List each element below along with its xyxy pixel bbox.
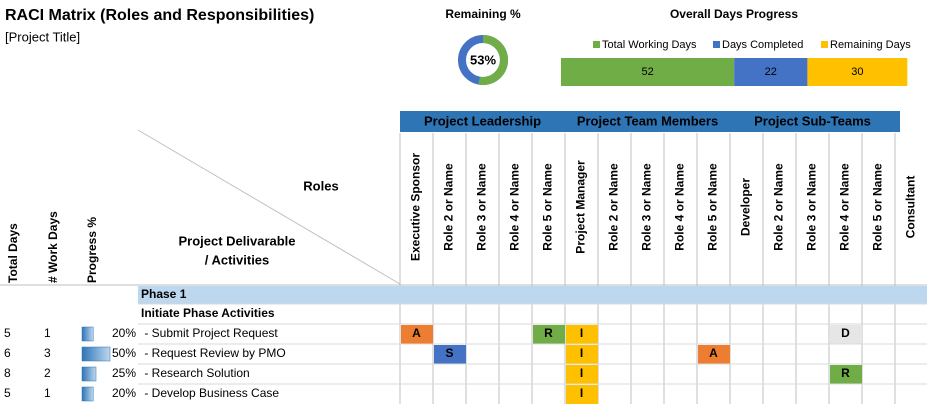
bar-segment — [561, 58, 735, 86]
role-header: Developer — [739, 178, 753, 236]
activity: - Submit Project Request — [141, 326, 278, 340]
raci-letter: D — [841, 326, 850, 340]
work-days: 1 — [44, 326, 51, 340]
legend-label: Days Completed — [722, 39, 803, 51]
raci-cell — [830, 325, 862, 344]
legend-swatch — [593, 41, 600, 48]
raci-cell — [434, 345, 466, 364]
role-header: Role 3 or Name — [805, 163, 819, 251]
raci-cell — [401, 325, 433, 344]
column-header: # Work Days — [46, 211, 60, 283]
raci-cell — [566, 325, 598, 344]
progress-bar — [81, 386, 94, 402]
deliverable-label: Project Delivarable — [178, 233, 295, 248]
raci-letter: I — [580, 346, 583, 360]
role-header: Role 5 or Name — [871, 163, 885, 251]
progress-label: 50% — [112, 346, 136, 360]
legend-label: Total Working Days — [602, 39, 697, 51]
work-days: 2 — [44, 366, 51, 380]
raci-cell — [566, 385, 598, 404]
bar-segment — [734, 58, 808, 86]
activity: - Request Review by PMO — [141, 346, 286, 360]
title: RACI Matrix (Roles and Responsibilities) — [5, 7, 314, 24]
progress-label: 20% — [112, 326, 136, 340]
group-band — [400, 111, 900, 132]
diagonal — [137, 129, 401, 285]
raci-cell — [830, 365, 862, 384]
role-header: Role 4 or Name — [673, 163, 687, 251]
progress-bar — [81, 366, 97, 382]
progress-label: 25% — [112, 366, 136, 380]
role-header: Role 5 or Name — [706, 163, 720, 251]
chart-title: Overall Days Progress — [670, 7, 798, 21]
raci-letter: I — [580, 386, 583, 400]
total-days: 8 — [4, 366, 11, 380]
deliverable-label: / Activities — [205, 252, 270, 267]
raci-letter: R — [544, 326, 553, 340]
raci-letter: A — [412, 326, 421, 340]
bar-value: 52 — [641, 66, 653, 78]
role-header: Consultant — [904, 176, 918, 239]
work-days: 1 — [44, 386, 51, 400]
group-header: Project Sub-Teams — [754, 113, 871, 128]
role-header: Role 2 or Name — [442, 163, 456, 251]
group-header: Project Team Members — [577, 113, 718, 128]
roles-label: Roles — [303, 178, 338, 193]
donut-label: 53% — [470, 52, 496, 67]
raci-letter: I — [580, 366, 583, 380]
legend-label: Remaining Days — [830, 39, 911, 51]
raci-letter: A — [709, 346, 718, 360]
role-header: Role 4 or Name — [838, 163, 852, 251]
group-header: Project Leadership — [424, 113, 541, 128]
legend-swatch — [821, 41, 828, 48]
chart-title: Remaining % — [445, 7, 521, 21]
raci-letter: I — [580, 326, 583, 340]
donut-segment — [478, 35, 509, 86]
column-header: Total Days — [6, 223, 20, 283]
role-header: Executive Sponsor — [409, 153, 423, 261]
raci-letter: S — [445, 346, 453, 360]
total-days: 5 — [4, 326, 11, 340]
column-header: Progress % — [85, 217, 99, 283]
role-header: Role 5 or Name — [541, 163, 555, 251]
legend-swatch — [713, 41, 720, 48]
phase-label: Phase 1 — [141, 287, 187, 301]
phase-band — [138, 286, 927, 304]
raci-letter: R — [841, 366, 850, 380]
bar-segment — [807, 58, 908, 86]
raci-cell — [566, 365, 598, 384]
role-header: Role 4 or Name — [508, 163, 522, 251]
raci-cell — [698, 345, 730, 364]
role-header: Role 3 or Name — [640, 163, 654, 251]
subtitle: [Project Title] — [5, 29, 80, 44]
section-label: Initiate Phase Activities — [141, 306, 275, 320]
role-header: Role 3 or Name — [475, 163, 489, 251]
role-header: Project Manager — [574, 160, 588, 254]
progress-bar — [81, 326, 94, 342]
total-days: 5 — [4, 386, 11, 400]
progress-bar — [81, 346, 111, 362]
activity: - Develop Business Case — [141, 386, 279, 400]
raci-cell — [566, 345, 598, 364]
work-days: 3 — [44, 346, 51, 360]
role-header: Role 2 or Name — [772, 163, 786, 251]
activity: - Research Solution — [141, 366, 250, 380]
progress-label: 20% — [112, 386, 136, 400]
total-days: 6 — [4, 346, 11, 360]
bar-value: 22 — [765, 66, 777, 78]
raci-cell — [533, 325, 565, 344]
bar-value: 30 — [851, 66, 863, 78]
role-header: Role 2 or Name — [607, 163, 621, 251]
